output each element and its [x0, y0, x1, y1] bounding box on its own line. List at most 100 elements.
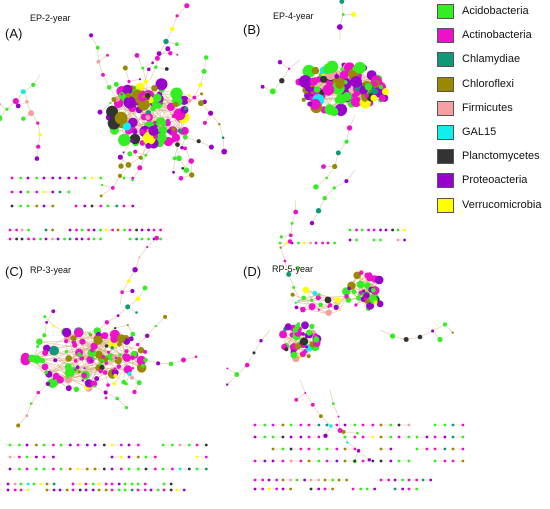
network-node — [155, 117, 167, 129]
network-edge — [44, 316, 54, 327]
network-node — [362, 289, 366, 293]
network-node — [10, 204, 14, 208]
network-node — [104, 488, 108, 492]
network-node — [323, 63, 334, 74]
network-node — [285, 241, 288, 245]
network-edge — [98, 61, 104, 75]
network-node — [356, 449, 361, 453]
network-node — [289, 233, 293, 238]
panel-c-label: (C) — [5, 264, 24, 279]
panel-d-label: (D) — [243, 264, 262, 279]
network-node — [6, 482, 10, 486]
network-edge — [126, 344, 138, 352]
network-node — [379, 423, 383, 427]
panel-b-label: (B) — [243, 22, 261, 37]
network-node — [71, 482, 75, 486]
network-node — [433, 459, 437, 463]
network-node — [200, 92, 204, 96]
network-node — [147, 228, 151, 232]
network-node — [182, 134, 188, 140]
network-node — [153, 455, 157, 459]
network-node — [331, 487, 335, 491]
network-edge — [304, 392, 314, 405]
network-node — [344, 294, 349, 299]
network-node — [208, 144, 214, 150]
network-node — [263, 423, 267, 427]
network-node — [278, 241, 282, 245]
network-node — [281, 447, 285, 451]
legend-label: GAL15 — [462, 125, 497, 138]
network-node — [137, 347, 145, 354]
network-node — [433, 435, 437, 439]
network-nodes — [0, 0, 465, 492]
network-node — [163, 314, 168, 319]
network-edge — [347, 442, 359, 452]
network-node — [122, 65, 128, 71]
network-node — [461, 447, 465, 451]
network-node — [118, 133, 131, 147]
network-node — [42, 443, 46, 447]
network-node — [154, 324, 158, 328]
network-node — [78, 488, 82, 492]
network-node — [355, 295, 362, 301]
network-node — [107, 350, 110, 354]
legend-item-acidobacteria: Acidobacteria — [437, 2, 550, 26]
network-node — [401, 478, 405, 482]
network-node — [370, 94, 378, 102]
network-node — [371, 423, 375, 427]
network-node — [145, 92, 151, 99]
network-node — [335, 150, 341, 156]
network-edge — [46, 311, 54, 323]
network-node — [137, 165, 143, 171]
network-node — [123, 228, 126, 232]
network-node — [130, 355, 135, 361]
network-node — [372, 238, 376, 242]
network-node — [175, 42, 179, 46]
network-node — [36, 121, 40, 125]
network-node — [379, 435, 383, 439]
network-node — [354, 61, 366, 74]
network-node — [0, 115, 3, 122]
network-node — [110, 482, 114, 486]
network-edge — [37, 122, 41, 135]
network-node — [62, 327, 72, 338]
network-node — [379, 228, 382, 232]
network-node — [25, 455, 29, 459]
network-node — [425, 447, 429, 451]
network-node — [234, 372, 240, 377]
network-node — [77, 370, 81, 374]
network-node — [144, 129, 148, 133]
network-node — [51, 190, 55, 194]
network-node — [196, 139, 201, 144]
network-node — [28, 110, 35, 117]
network-node — [89, 359, 93, 363]
network-node — [92, 228, 96, 232]
network-node — [177, 128, 183, 134]
network-node — [324, 296, 332, 304]
legend-label: Planctomycetes — [462, 150, 540, 163]
network-edges — [0, 0, 463, 491]
network-node — [80, 237, 84, 241]
network-node — [279, 246, 282, 249]
network-node — [374, 275, 384, 285]
network-node — [407, 459, 411, 463]
network-node — [261, 478, 265, 482]
network-node — [52, 467, 55, 471]
network-node — [373, 487, 377, 491]
network-node — [160, 102, 163, 105]
network-node — [382, 88, 389, 96]
network-node — [319, 414, 323, 419]
network-node — [323, 478, 327, 482]
network-edge — [116, 398, 127, 408]
network-node — [183, 146, 188, 151]
network-node — [309, 478, 313, 482]
network-node — [275, 478, 279, 482]
network-node — [104, 396, 108, 400]
network-node — [85, 443, 89, 447]
network-node — [122, 122, 131, 131]
network-node — [104, 228, 108, 232]
network-edge — [172, 15, 178, 30]
network-node — [198, 82, 203, 87]
panel-d-title: RP-5-year — [272, 264, 314, 274]
network-node — [151, 85, 158, 92]
